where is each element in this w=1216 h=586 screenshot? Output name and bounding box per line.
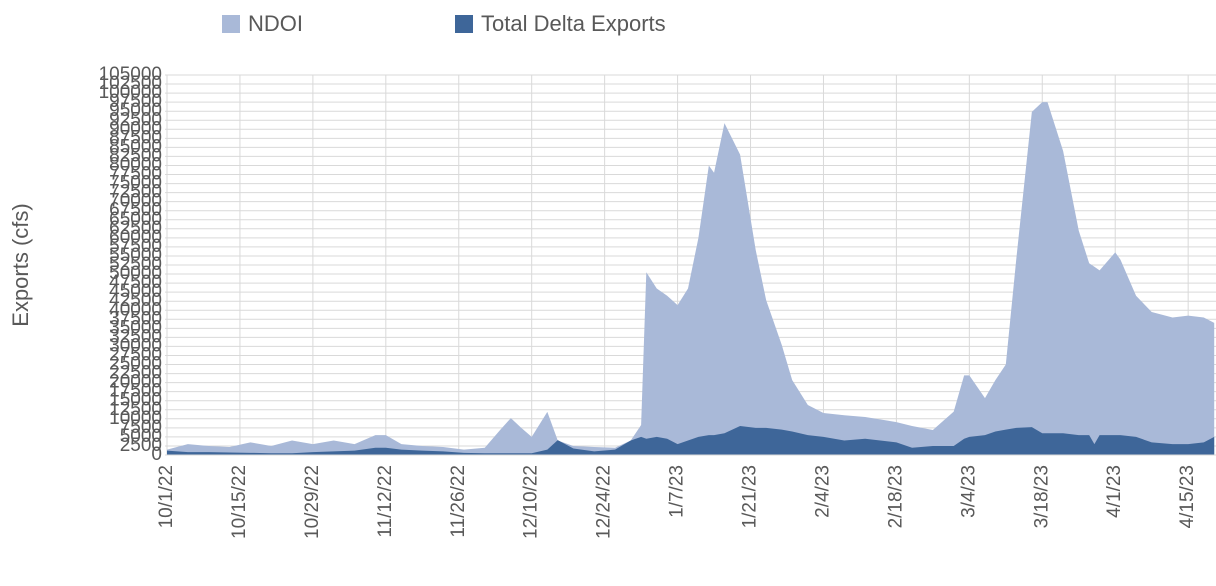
x-tick-label: 1/7/23 [667,465,688,518]
y-tick-label: 65000 [109,209,162,230]
x-tick-label: 2/18/23 [885,465,906,528]
y-tick-label: 50000 [109,263,162,284]
y-tick-label: 70000 [109,191,162,212]
x-tick-label: 3/4/23 [958,465,979,518]
x-tick-label: 1/21/23 [740,465,761,528]
y-tick-label: 17500 [109,381,162,402]
y-tick-label: 30000 [109,335,162,356]
y-axis-label: Exports (cfs) [8,203,33,326]
y-tick-label: 92500 [109,109,162,130]
y-tick-label: 7500 [120,417,162,438]
y-tick-label: 102500 [99,73,162,94]
y-tick-label: 90000 [109,118,162,139]
y-tick-label: 97500 [109,91,162,112]
legend-swatch [222,15,240,33]
x-tick-label: 4/1/23 [1104,465,1125,518]
y-tick-label: 67500 [109,200,162,221]
x-tick-label: 11/12/22 [375,465,396,538]
y-tick-label: 47500 [109,272,162,293]
y-tick-label: 22500 [109,363,162,384]
y-tick-label: 20000 [109,372,162,393]
y-tick-label: 35000 [109,317,162,338]
x-tick-label: 3/18/23 [1031,465,1052,528]
y-tick-label: 12500 [109,399,162,420]
x-tick-label: 2/4/23 [812,465,833,518]
y-tick-label: 25000 [109,354,162,375]
y-tick-label: 77500 [109,164,162,185]
legend-swatch [455,15,473,33]
y-tick-label: 37500 [109,308,162,329]
y-tick-label: 105000 [99,64,162,85]
y-tick-label: 2500 [120,435,162,456]
x-tick-label: 12/10/22 [521,465,542,539]
y-tick-label: 82500 [109,145,162,166]
legend-label: NDOI [248,11,303,36]
x-tick-label: 12/24/22 [594,465,615,539]
area [167,426,1215,455]
x-tick-label: 4/15/23 [1177,465,1198,528]
x-tick-label: 10/29/22 [302,465,323,539]
x-tick-label: 11/26/22 [448,465,469,538]
y-tick-label: 0 [151,444,162,465]
x-tick-label: 10/1/22 [156,465,177,528]
y-tick-label: 95000 [109,100,162,121]
y-tick-label: 10000 [109,408,162,429]
y-tick-label: 57500 [109,236,162,257]
y-tick-label: 72500 [109,182,162,203]
legend-label: Total Delta Exports [481,11,666,36]
y-tick-label: 42500 [109,290,162,311]
y-tick-label: 87500 [109,127,162,148]
y-tick-label: 32500 [109,326,162,347]
y-tick-label: 75000 [109,173,162,194]
y-tick-label: 15000 [109,390,162,411]
x-tick-label: 10/15/22 [229,465,250,539]
y-tick-label: 60000 [109,227,162,248]
y-tick-label: 5000 [120,426,162,447]
y-tick-label: 55000 [109,245,162,266]
y-tick-label: 52500 [109,254,162,275]
y-tick-label: 40000 [109,299,162,320]
y-tick-label: 27500 [109,344,162,365]
y-tick-label: 100000 [99,82,162,103]
y-tick-label: 80000 [109,154,162,175]
area [167,102,1215,456]
y-tick-label: 62500 [109,218,162,239]
y-tick-label: 85000 [109,136,162,157]
y-tick-label: 45000 [109,281,162,302]
